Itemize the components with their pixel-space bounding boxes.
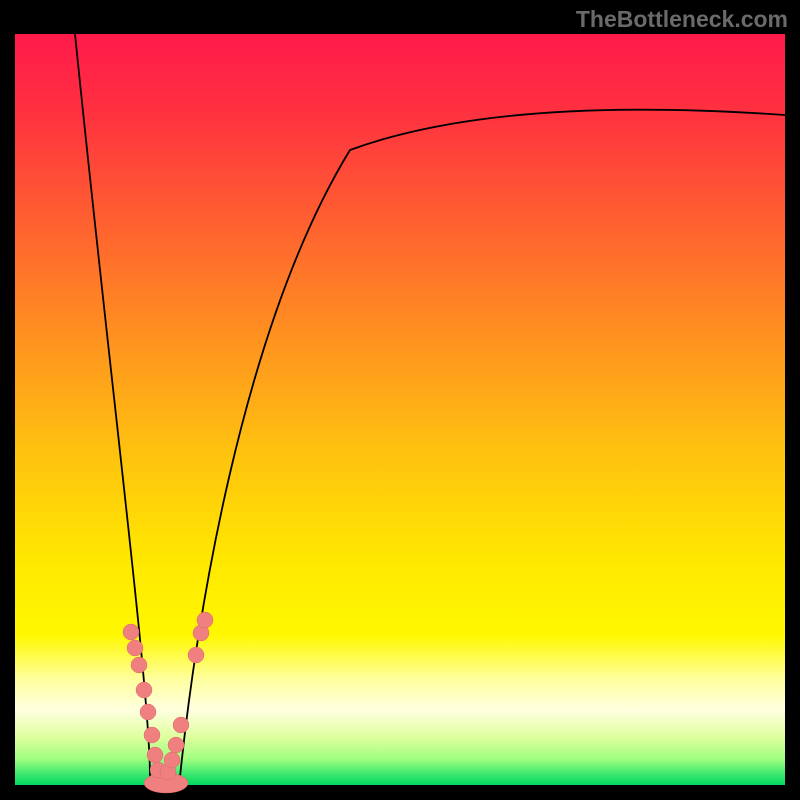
watermark-text: TheBottleneck.com <box>576 6 788 33</box>
marker-point <box>147 747 163 763</box>
marker-point <box>197 612 213 628</box>
marker-point <box>173 717 189 733</box>
marker-point <box>188 647 204 663</box>
marker-point <box>123 624 139 640</box>
bottleneck-chart: TheBottleneck.com <box>0 0 800 800</box>
marker-point <box>131 657 147 673</box>
marker-point <box>136 682 152 698</box>
chart-svg <box>0 0 800 800</box>
gradient-background <box>15 34 785 785</box>
marker-point <box>168 737 184 753</box>
marker-point <box>127 640 143 656</box>
marker-point <box>164 752 180 768</box>
marker-point <box>140 704 156 720</box>
marker-point <box>144 727 160 743</box>
